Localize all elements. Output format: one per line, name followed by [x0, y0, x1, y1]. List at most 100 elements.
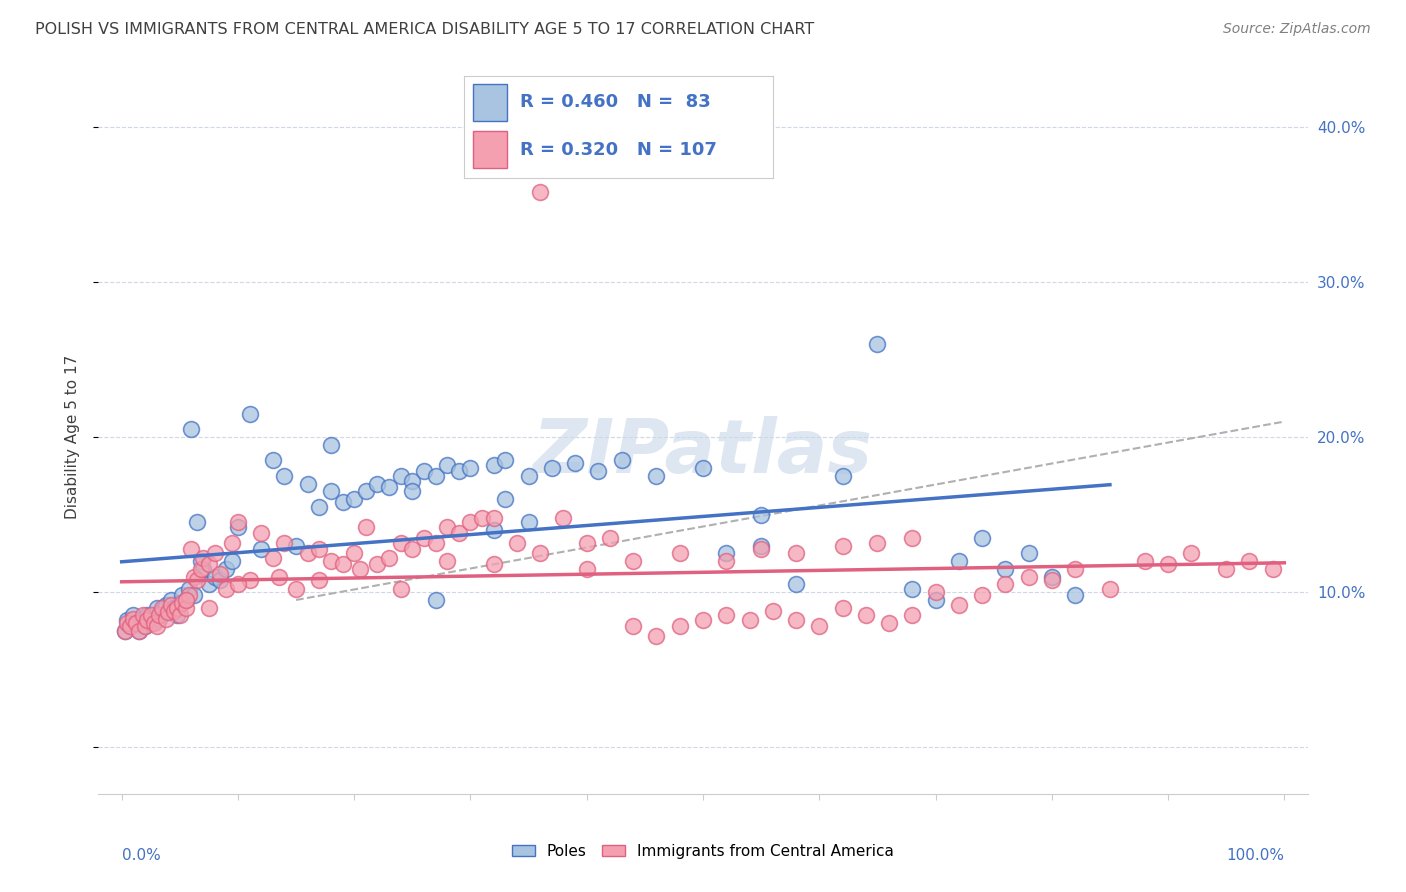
Point: [262, 453, 284, 467]
Legend: Poles, Immigrants from Central America: Poles, Immigrants from Central America: [506, 838, 900, 864]
Point: [866, 535, 889, 549]
Point: [389, 468, 412, 483]
Point: [226, 520, 249, 534]
Point: [198, 600, 221, 615]
Point: [118, 619, 141, 633]
Point: [134, 619, 156, 633]
Point: [401, 474, 423, 488]
Point: [183, 588, 205, 602]
Point: [762, 604, 785, 618]
Point: [191, 551, 214, 566]
Point: [163, 600, 186, 615]
Point: [738, 613, 761, 627]
Point: [716, 608, 738, 623]
Point: [599, 531, 621, 545]
Point: [186, 516, 208, 530]
Point: [668, 546, 690, 560]
Point: [785, 546, 807, 560]
Point: [122, 608, 145, 623]
Point: [1064, 562, 1087, 576]
Point: [143, 616, 166, 631]
Point: [354, 484, 377, 499]
Point: [494, 492, 516, 507]
Point: [174, 600, 197, 615]
Text: R = 0.460   N =  83: R = 0.460 N = 83: [520, 94, 710, 112]
Point: [179, 588, 201, 602]
Point: [471, 510, 494, 524]
Point: [1157, 558, 1180, 572]
Point: [117, 613, 139, 627]
Point: [645, 468, 668, 483]
Point: [285, 582, 308, 596]
Point: [250, 541, 273, 556]
Point: [267, 570, 290, 584]
Point: [239, 407, 262, 421]
Text: Source: ZipAtlas.com: Source: ZipAtlas.com: [1223, 22, 1371, 37]
Point: [349, 562, 371, 576]
Point: [948, 598, 970, 612]
Point: [389, 582, 412, 596]
Point: [1018, 570, 1040, 584]
Point: [239, 573, 262, 587]
Point: [436, 520, 458, 534]
Point: [831, 539, 853, 553]
Point: [273, 535, 295, 549]
Point: [425, 593, 447, 607]
Point: [157, 606, 180, 620]
Point: [436, 458, 458, 472]
Text: ZIPatlas: ZIPatlas: [533, 416, 873, 489]
Point: [460, 516, 482, 530]
Point: [209, 573, 232, 587]
Point: [413, 464, 436, 478]
Point: [343, 546, 366, 560]
Point: [169, 608, 191, 623]
Point: [529, 185, 551, 199]
Point: [191, 562, 214, 576]
Point: [401, 484, 423, 499]
Point: [124, 616, 146, 631]
Point: [159, 598, 181, 612]
Point: [517, 516, 540, 530]
Point: [460, 461, 482, 475]
Point: [308, 573, 330, 587]
Point: [749, 508, 772, 522]
Point: [994, 562, 1017, 576]
Point: [494, 453, 516, 467]
Point: [128, 624, 150, 638]
Point: [668, 619, 690, 633]
Point: [128, 624, 150, 638]
Point: [226, 516, 249, 530]
Point: [198, 577, 221, 591]
Point: [172, 588, 194, 602]
Point: [749, 541, 772, 556]
Point: [172, 596, 194, 610]
Point: [994, 577, 1017, 591]
Point: [564, 457, 586, 471]
Point: [855, 608, 877, 623]
Point: [262, 551, 284, 566]
Point: [204, 546, 226, 560]
Point: [155, 611, 177, 625]
Point: [221, 554, 243, 568]
Point: [145, 600, 167, 615]
Point: [1098, 582, 1121, 596]
Point: [122, 611, 145, 625]
Point: [226, 577, 249, 591]
Point: [808, 619, 831, 633]
Point: [1180, 546, 1202, 560]
Point: [273, 468, 295, 483]
Point: [901, 608, 924, 623]
Bar: [474, 84, 508, 121]
Point: [401, 541, 423, 556]
Point: [157, 606, 180, 620]
Point: [136, 613, 159, 627]
Point: [114, 624, 136, 638]
Point: [749, 539, 772, 553]
Point: [166, 608, 188, 623]
Point: [145, 619, 167, 633]
Point: [692, 461, 714, 475]
Point: [621, 554, 644, 568]
Point: [120, 619, 142, 633]
Point: [866, 337, 889, 351]
Point: [970, 588, 993, 602]
